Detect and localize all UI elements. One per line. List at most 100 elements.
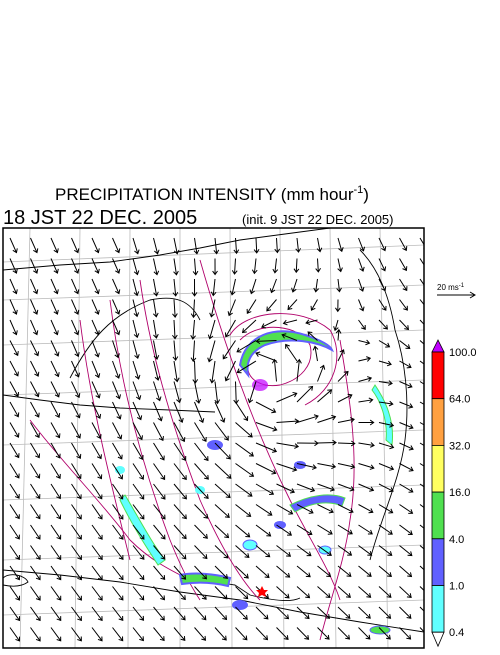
wind-arrow [207,340,216,363]
wind-arrow [358,356,372,362]
wind-arrow [112,319,121,336]
wind-arrow [50,299,59,315]
wind-arrow [419,483,424,488]
wind-arrow [312,345,319,362]
wind-arrow [173,442,187,461]
wind-arrow [50,422,61,439]
wind-arrow [132,586,145,601]
wind-arrow [399,401,414,409]
wind-arrow [132,463,144,480]
wind-arrow [173,627,186,642]
wind-arrow [194,524,208,539]
wind-arrow [9,627,21,642]
wind-arrow [209,299,216,318]
wind-arrow [91,258,100,274]
wind-arrow [213,237,220,255]
wind-arrow [30,545,41,561]
wind-arrow [419,463,424,467]
wind-arrow [71,627,82,642]
wind-arrow [91,278,100,295]
wind-arrow [112,463,123,480]
wind-arrow [241,319,257,334]
wind-arrow [313,278,319,293]
wind-arrow [153,606,165,621]
wind-arrow [71,401,81,419]
wind-arrow [337,545,353,556]
wind-arrow [132,606,145,621]
wind-arrow [317,364,326,382]
wind-vectors [9,237,424,642]
wind-arrow [132,319,140,339]
wind-arrow [399,586,412,599]
wind-arrow [132,483,145,500]
wind-arrow [194,565,208,580]
wind-arrow [209,360,216,384]
wind-arrow [153,360,161,381]
wind-arrow [281,333,298,341]
wind-arrow [419,381,424,385]
wind-arrow [337,627,351,640]
wind-arrow [173,401,184,424]
wind-arrow [9,319,18,336]
wind-arrow [399,360,412,369]
wind-arrow [71,504,82,520]
wind-arrow [132,340,140,360]
wind-arrow [358,483,375,492]
wind-arrow [307,331,318,341]
wind-arrow [112,381,121,400]
wind-reference-label: 20 ms-1 [437,283,465,292]
wind-arrow [214,504,230,518]
wind-arrow [50,381,60,398]
wind-arrow [194,401,205,424]
wind-arrow [296,524,313,536]
wind-arrow [153,422,164,442]
wind-arrow [235,483,253,497]
wind-arrow [276,442,300,449]
wind-arrow [419,504,424,509]
colorbar-cap-top [431,339,445,353]
wind-arrow [337,483,355,492]
wind-arrow [153,442,165,461]
wind-arrow [255,627,269,641]
wind-arrow [71,381,81,399]
wind-arrow [153,586,166,601]
wind-arrow [317,627,330,640]
wind-arrow [71,545,82,561]
wind-arrow [153,524,166,540]
wind-arrow [255,565,270,579]
wind-arrow [194,504,209,519]
wind-arrow [173,237,180,255]
wind-arrow [173,586,186,601]
wind-arrow [276,504,294,515]
wind-arrow [378,422,395,428]
wind-arrow [132,545,145,560]
wind-arrow [153,258,160,276]
wind-arrow [317,414,337,423]
wind-arrow [71,422,81,439]
wind-arrow [91,442,102,460]
wind-arrow [30,401,40,418]
precipitation [115,330,394,635]
wind-arrow [358,376,373,382]
wind-arrow [399,565,413,578]
wind-arrow [50,258,59,274]
wind-arrow [71,237,80,254]
wind-arrow [337,258,343,273]
wind-arrow [112,258,121,274]
wind-reference-arrow [437,291,476,299]
wind-arrow [30,504,41,520]
wind-arrow [191,278,198,297]
wind-arrow [317,565,332,578]
wind-arrow [9,545,20,560]
wind-arrow [214,627,227,641]
wind-arrow [419,565,424,571]
wind-arrow [9,606,20,622]
wind-arrow [172,340,179,362]
init-time: (init. 9 JST 22 DEC. 2005) [242,212,394,227]
wind-arrow [249,278,257,295]
colorbar-segment [431,398,445,446]
wind-arrow [30,340,40,357]
wind-arrow [296,440,319,447]
wind-arrow [91,524,103,540]
wind-arrow [153,381,162,402]
